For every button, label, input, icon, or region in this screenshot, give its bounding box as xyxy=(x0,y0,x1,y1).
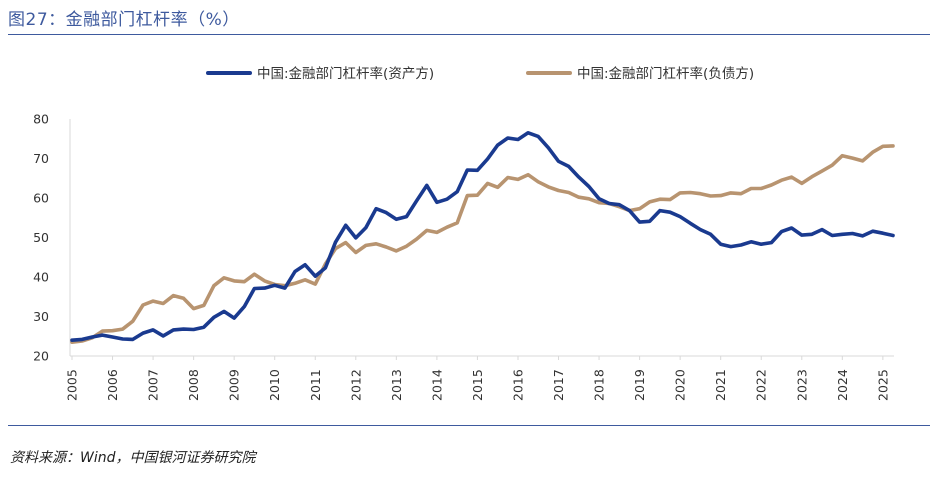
series-group xyxy=(70,131,895,344)
x-tick-label: 2017 xyxy=(551,369,566,401)
x-tick-label: 2013 xyxy=(389,369,404,401)
y-tick-label: 60 xyxy=(33,191,49,206)
x-tick-label: 2020 xyxy=(673,369,688,401)
y-tick-label: 40 xyxy=(33,270,49,285)
y-tick-label: 20 xyxy=(33,349,49,364)
footer-divider xyxy=(8,425,930,426)
x-axis-ticks: 2005 2006 2007 2008 2009 2010 2011 2012 2013 2014… xyxy=(65,356,890,401)
y-tick-label: 50 xyxy=(33,230,49,245)
x-tick-label: 2022 xyxy=(754,369,769,401)
x-tick-label: 2014 xyxy=(429,369,444,401)
x-tick-label: 2005 xyxy=(65,369,80,401)
y-axis-ticks: 20 30 40 50 60 70 80 xyxy=(33,112,49,364)
figure-title: 图27：金融部门杠杆率（%） xyxy=(8,10,240,30)
source-note: 资料来源：Wind，中国银河证券研究院 xyxy=(10,450,256,466)
x-tick-label: 2011 xyxy=(308,369,323,401)
x-tick-label: 2015 xyxy=(470,369,485,401)
title-divider xyxy=(8,34,930,35)
x-tick-label: 2012 xyxy=(348,369,363,401)
x-tick-label: 2019 xyxy=(632,369,647,401)
series-line-liability-side xyxy=(70,144,895,344)
y-tick-label: 70 xyxy=(33,151,49,166)
x-tick-label: 2016 xyxy=(510,369,525,401)
legend-label-liability-side: 中国:金融部门杠杆率(负债方) xyxy=(577,65,754,82)
y-tick-label: 80 xyxy=(33,112,49,127)
x-tick-label: 2018 xyxy=(592,369,607,401)
line-chart: 中国:金融部门杠杆率(资产方) 中国:金融部门杠杆率(负债方) 20 30 40 50… xyxy=(33,65,895,401)
legend-label-asset-side: 中国:金融部门杠杆率(资产方) xyxy=(257,65,434,82)
x-tick-label: 2008 xyxy=(186,369,201,401)
x-tick-label: 2021 xyxy=(713,369,728,401)
y-tick-label: 30 xyxy=(33,309,49,324)
x-tick-label: 2025 xyxy=(875,369,890,401)
x-tick-label: 2009 xyxy=(227,369,242,401)
x-tick-label: 2023 xyxy=(794,369,809,401)
x-tick-label: 2024 xyxy=(835,369,850,401)
series-line-asset-side xyxy=(70,131,895,342)
x-tick-label: 2006 xyxy=(105,369,120,401)
x-tick-label: 2010 xyxy=(267,369,282,401)
legend: 中国:金融部门杠杆率(资产方) 中国:金融部门杠杆率(负债方) xyxy=(206,65,754,82)
x-tick-label: 2007 xyxy=(146,369,161,401)
